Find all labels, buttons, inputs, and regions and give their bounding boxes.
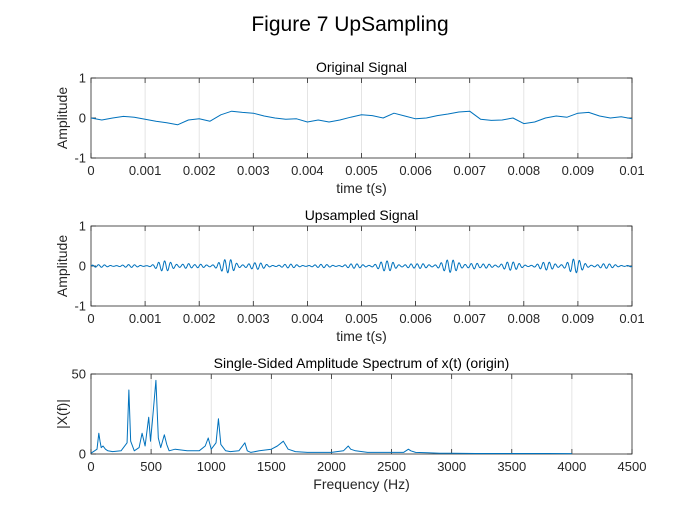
x-tick-label: 0.007 bbox=[453, 163, 486, 178]
x-tick-label: 0.005 bbox=[345, 163, 378, 178]
x-tick-label: 0.004 bbox=[291, 311, 324, 326]
axes-upsampled-signal: 0 0.001 0.002 0.003 0.004 0.005 0.006 0.007 0.00… bbox=[54, 207, 645, 344]
x-tick-label: 0.005 bbox=[345, 311, 378, 326]
x-tick-label: 0.006 bbox=[399, 163, 432, 178]
x-tick-label: 0.001 bbox=[129, 311, 162, 326]
x-axis-label: time t(s) bbox=[336, 180, 387, 196]
x-tick-label: 2500 bbox=[377, 459, 406, 474]
x-tick-label: 0.01 bbox=[619, 311, 644, 326]
x-tick-label: 0.001 bbox=[129, 163, 162, 178]
x-tick-label: 0.003 bbox=[237, 163, 270, 178]
y-tick-label: 1 bbox=[79, 71, 86, 86]
x-tick-label: 3000 bbox=[437, 459, 466, 474]
x-tick-label: 4000 bbox=[557, 459, 586, 474]
series-line bbox=[90, 379, 572, 455]
x-tick-label: 500 bbox=[140, 459, 162, 474]
y-tick-label: 50 bbox=[72, 367, 86, 382]
x-tick-label: 0.006 bbox=[399, 311, 432, 326]
x-tick-label: 0.008 bbox=[508, 311, 541, 326]
plot-title: Original Signal bbox=[316, 59, 407, 75]
x-tick-label: 3500 bbox=[497, 459, 526, 474]
x-tick-label: 0 bbox=[87, 163, 94, 178]
y-tick-label: -1 bbox=[74, 299, 86, 314]
plot-area bbox=[90, 373, 633, 455]
x-tick-label: 0.01 bbox=[619, 163, 644, 178]
x-tick-label: 0.002 bbox=[183, 311, 216, 326]
y-axis-label: Amplitude bbox=[54, 235, 70, 297]
y-tick-label: 0 bbox=[79, 447, 86, 462]
y-tick-label: 1 bbox=[79, 219, 86, 234]
series-line bbox=[90, 258, 633, 274]
y-tick-label: 0 bbox=[79, 259, 86, 274]
x-tick-label: 2000 bbox=[317, 459, 346, 474]
y-tick-label: -1 bbox=[74, 151, 86, 166]
x-axis-label: time t(s) bbox=[336, 328, 387, 344]
x-tick-label: 0.009 bbox=[562, 163, 595, 178]
y-axis-label: |X(f)| bbox=[54, 399, 70, 429]
plot-title: Upsampled Signal bbox=[305, 207, 419, 223]
x-axis-label: Frequency (Hz) bbox=[313, 476, 409, 492]
x-tick-label: 0.004 bbox=[291, 163, 324, 178]
x-tick-label: 0.003 bbox=[237, 311, 270, 326]
axes-original-signal: 0 0.001 0.002 0.003 0.004 0.005 0.006 0.007 0.00… bbox=[54, 59, 645, 196]
x-tick-label: 0.008 bbox=[508, 163, 541, 178]
x-tick-label: 0 bbox=[87, 459, 94, 474]
x-tick-label: 0.002 bbox=[183, 163, 216, 178]
y-axis-label: Amplitude bbox=[54, 87, 70, 149]
series-line bbox=[90, 110, 633, 126]
x-tick-label: 1000 bbox=[197, 459, 226, 474]
axes-amplitude-spectrum: 0 500 1000 1500 2000 2500 3000 3500 4000 4500 0 50 S… bbox=[54, 355, 646, 492]
x-tick-label: 0 bbox=[87, 311, 94, 326]
x-tick-label: 1500 bbox=[257, 459, 286, 474]
x-tick-label: 0.009 bbox=[562, 311, 595, 326]
x-tick-label: 4500 bbox=[618, 459, 647, 474]
y-tick-label: 0 bbox=[79, 111, 86, 126]
plot-title: Single-Sided Amplitude Spectrum of x(t) … bbox=[214, 355, 510, 371]
figure-title: Figure 7 UpSampling bbox=[251, 13, 448, 36]
x-tick-label: 0.007 bbox=[453, 311, 486, 326]
